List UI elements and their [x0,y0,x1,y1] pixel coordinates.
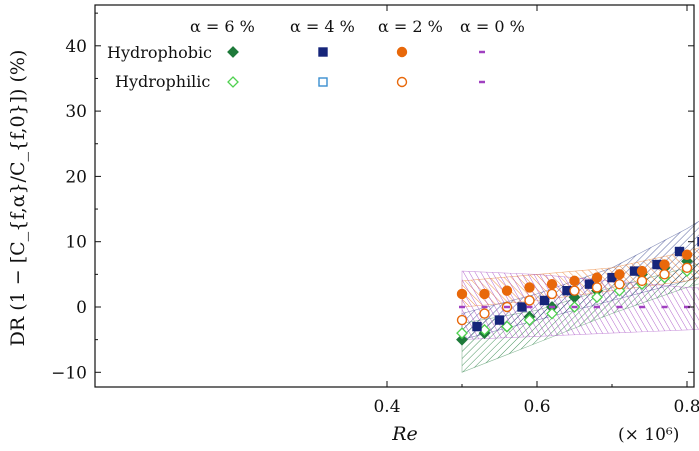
data-point [479,308,490,319]
legend-markers [227,46,485,88]
y-tick-label: −10 [51,363,87,383]
data-point [524,295,535,306]
data-point [517,302,527,312]
data-point [501,285,513,296]
data-point [456,333,468,346]
data-point [591,272,603,283]
legend-header-a6: α = 6 % [190,17,255,36]
data-point [569,285,580,296]
data-point [456,327,468,340]
legend-row-hydrophobic: Hydrophobic [107,43,212,62]
legend-marker [318,77,328,87]
x-tick-label: 0.4 [373,397,400,417]
y-tick-label: 40 [65,37,87,57]
data-point [479,288,490,300]
data-point [659,259,670,270]
data-point [681,262,693,274]
data-point [636,265,648,277]
x-axis-title: Re [391,423,418,445]
data-point [539,295,550,306]
legend-marker [396,76,408,88]
data-point [501,320,513,333]
series-2 [472,236,699,332]
data-point [456,288,468,300]
data-point [546,307,558,320]
legend-marker [227,46,239,58]
legend-marker [396,46,408,58]
legend-marker [318,47,328,57]
data-point [614,278,625,290]
x-tick-label: 0.6 [523,397,550,417]
legend-marker [227,76,239,88]
data-point [456,314,468,326]
x-axis-multiplier: (× 10⁶) [618,425,679,445]
band-a0 [461,270,699,340]
x-tick-label: 0.8 [673,397,699,417]
data-point [614,269,625,280]
legend: α = 6 % α = 4 % α = 2 % α = 0 % Hydropho… [107,17,525,91]
data-point [546,278,558,290]
y-tick-label: 10 [65,233,87,253]
legend-row-hydrophilic: Hydrophilic [115,72,210,91]
data-point [636,275,648,287]
legend-header-a0: α = 0 % [460,17,525,36]
data-point [472,321,482,332]
data-point [659,269,670,280]
plot-frame [94,4,695,388]
data-point [524,282,535,293]
y-axis-title: DR (1 − [C_{f,α}/C_{f,0}]) (%) [7,50,29,347]
data-point [523,314,536,326]
series-5 [456,262,693,326]
y-tick-label: 20 [65,167,87,187]
data-points [456,236,699,346]
data-point [546,288,558,300]
series-4 [456,249,693,300]
data-point [591,282,603,293]
data-point [681,249,693,260]
data-point [569,275,580,287]
legend-header-a4: α = 4 % [290,17,355,36]
legend-header-a2: α = 2 % [378,17,443,36]
data-point [494,315,505,325]
data-point [591,291,603,304]
y-tick-label: 30 [65,102,87,122]
y-tick-label: 0 [76,298,87,318]
